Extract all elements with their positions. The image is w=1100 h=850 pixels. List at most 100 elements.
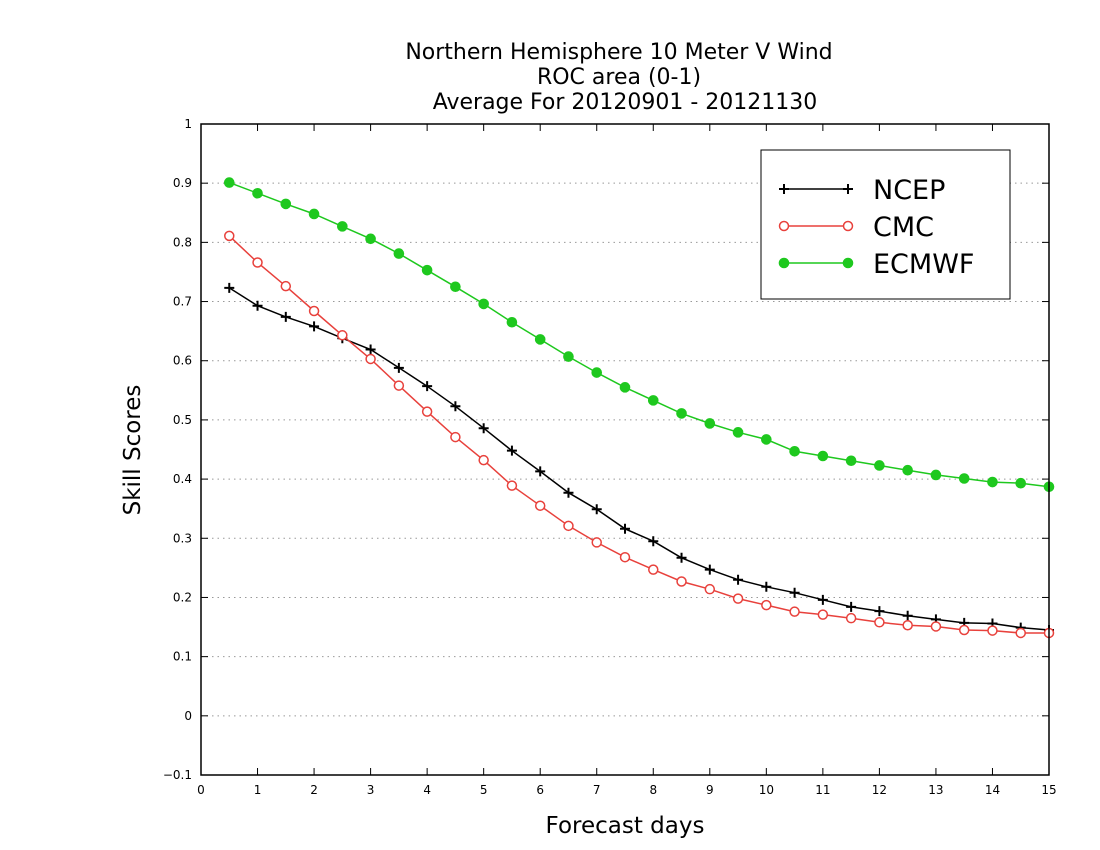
data-point-ecmwf [930,469,942,481]
x-tick-label: 8 [649,783,657,797]
legend-box [760,149,1011,300]
data-point-cmc [761,599,772,611]
data-point-cmc [874,617,885,628]
data-point-ecmwf [1015,477,1027,489]
legend-label-ncep: NCEP [873,175,945,206]
data-point-ecmwf [761,434,772,445]
chart-title-line-2: ROC area (0-1) [537,65,701,90]
data-point-ncep [309,321,320,332]
data-point-ncep [393,362,404,373]
data-point-ecmwf [619,382,631,393]
data-point-cmc [1015,627,1026,639]
plot-frame [200,123,1050,776]
series-ecmwf [223,177,1055,493]
x-tick-label: 3 [367,783,375,797]
data-point-ncep [422,381,433,392]
y-tick-label: 0.7 [173,295,192,309]
data-point-ecmwf [563,351,574,362]
x-tick-label: 11 [815,783,830,797]
data-point-ecmwf [506,316,518,328]
data-point-cmc [619,551,631,563]
legend-marker-cmc [778,220,790,232]
x-axis-title: Forecast days [546,813,705,839]
x-tick-label: 6 [536,783,544,797]
data-point-ecmwf [591,367,603,378]
axis-ticks: −0.100.10.20.30.40.50.60.70.80.910 1 2 3 4 5 6… [163,117,1057,797]
data-point-cmc [337,330,348,341]
data-point-ecmwf [223,177,235,188]
x-tick-label: 5 [480,783,488,797]
data-point-ecmwf [337,221,348,232]
y-tick-label: 0.6 [173,354,192,368]
legend-marker-ecmwf [778,257,790,269]
data-point-cmc [252,257,263,268]
data-point-ecmwf [365,233,376,245]
x-tick-label: 1 [254,783,262,797]
x-tick-label: 4 [423,783,431,797]
x-tick-label: 7 [593,783,601,797]
y-tick-label: 0 [184,709,192,723]
data-point-ncep [365,344,376,355]
data-point-ecmwf [450,281,461,293]
data-point-ecmwf [393,248,405,259]
data-point-ncep [874,606,885,617]
series-line-ncep [228,287,1050,631]
data-point-ecmwf [987,476,998,488]
data-point-ncep [252,300,263,311]
data-point-ecmwf [280,198,292,210]
legend: NCEP CMC ECMWF [760,149,1011,300]
data-point-cmc [534,500,546,511]
y-tick-label: 0.9 [173,176,192,190]
y-tick-label: 0.3 [173,531,192,545]
y-tick-label: 1 [184,117,192,131]
data-point-ecmwf [789,445,800,457]
data-point-ecmwf [817,450,829,462]
data-point-cmc [393,380,405,391]
data-point-ncep [563,487,574,498]
series-ncep [224,282,1054,636]
y-tick-label: 0.5 [173,413,192,427]
data-point-cmc [450,431,461,443]
chart-title-group: Northern Hemisphere 10 Meter V Wind ROC … [405,40,832,115]
data-point-cmc [817,609,829,620]
data-point-ecmwf [478,298,489,310]
data-point-ecmwf [676,408,687,419]
data-point-ecmwf [874,460,885,471]
data-point-cmc [648,564,659,575]
data-point-cmc [789,606,800,617]
y-tick-label: −0.1 [163,768,192,782]
data-point-ecmwf [252,187,263,199]
data-point-cmc [732,593,744,604]
x-tick-label: 13 [928,783,943,797]
y-tick-label: 0.2 [173,590,192,604]
data-point-cmc [987,625,998,636]
x-tick-label: 9 [706,783,714,797]
series-cmc [224,230,1055,639]
grid-lines [201,182,1049,717]
data-point-cmc [902,620,913,631]
series-group [223,177,1055,639]
data-point-cmc [563,520,574,532]
data-point-ncep [648,536,659,547]
data-point-ncep [620,523,630,534]
data-point-ncep [535,466,546,477]
data-point-ncep [591,504,602,515]
data-point-cmc [308,305,320,317]
chart-title-line-1: Northern Hemisphere 10 Meter V Wind [405,40,832,65]
data-point-ncep [817,594,828,605]
y-axis-title: Skill Scores [120,385,146,516]
data-point-ncep [902,610,913,621]
y-tick-label: 0.8 [173,235,192,249]
data-point-ecmwf [534,334,546,345]
x-tick-label: 10 [759,783,774,797]
data-point-ecmwf [845,455,857,467]
data-point-cmc [958,624,970,636]
data-point-cmc [704,583,716,595]
data-point-cmc [506,480,518,491]
data-point-ncep [789,587,800,598]
data-point-ncep [280,311,291,322]
y-tick-label: 0.4 [173,472,192,486]
data-point-cmc [280,280,292,292]
x-tick-label: 12 [872,783,887,797]
